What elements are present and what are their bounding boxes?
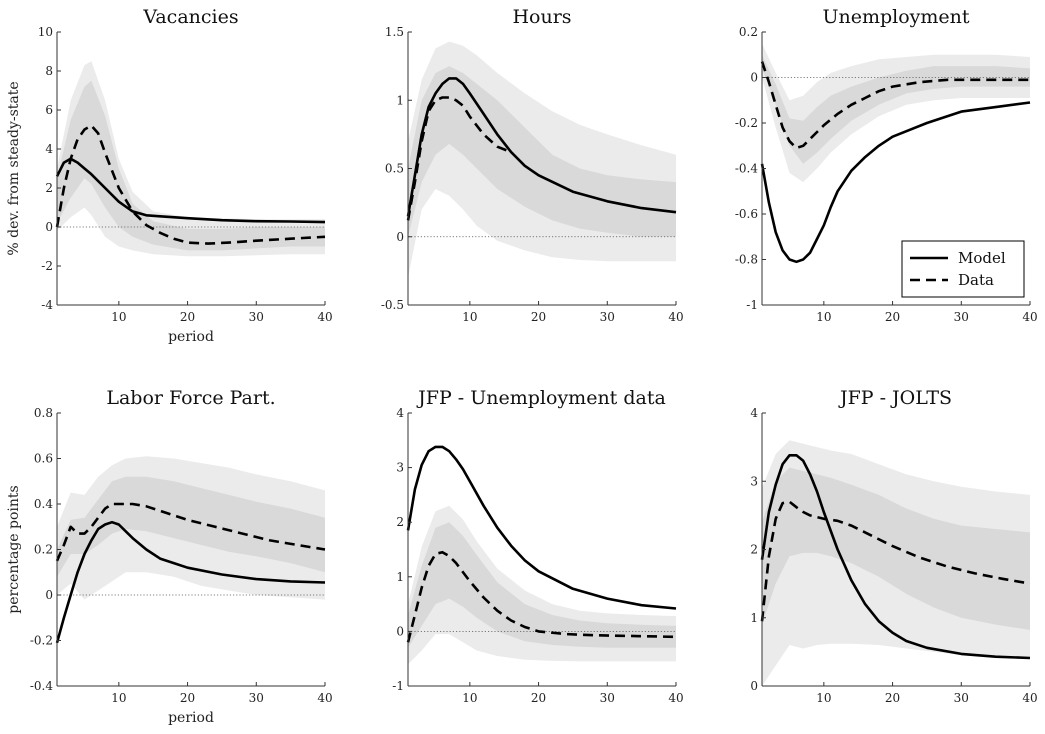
data-line: [760, 500, 1031, 622]
confidence-band-inner: [57, 476, 325, 577]
x-tick-label: 40: [668, 691, 683, 705]
model-line: [406, 445, 677, 610]
panel-title: JFP - JOLTS: [838, 387, 952, 409]
y-tick-label: 0.8: [34, 406, 53, 420]
x-tick-label: 10: [462, 691, 477, 705]
y-tick-label: 2: [396, 515, 404, 529]
y-tick-label: -2: [41, 259, 53, 273]
y-tick-label: 0: [750, 679, 758, 693]
y-tick-label: 0.6: [34, 452, 53, 466]
panel-title: Unemployment: [822, 6, 969, 28]
y-tick-label: -1: [746, 298, 758, 312]
y-tick-label: 1: [396, 570, 404, 584]
x-tick-label: 10: [816, 310, 831, 324]
x-axis-label: period: [168, 710, 214, 726]
y-tick-label: 4: [750, 406, 758, 420]
y-tick-label: 4: [396, 406, 404, 420]
panel-3: 10 20 30 40 -1 -0.8 -0.6 -0.4 -0.2 0 0.2 Unemployme…: [735, 6, 1038, 324]
confidence-band-inner: [762, 54, 1030, 164]
panel-5: 10 20 30 40 -1 0 1 2 3 4 JFP - Unemployment data: [392, 387, 683, 705]
panel-title: Labor Force Part.: [106, 387, 275, 409]
x-tick-label: 40: [317, 691, 332, 705]
y-tick-label: 3: [750, 474, 758, 488]
y-tick-label: 0.2: [34, 543, 53, 557]
y-tick-label: 0.5: [385, 162, 404, 176]
panel-title: Vacancies: [142, 6, 238, 28]
x-tick-label: 30: [954, 310, 969, 324]
y-tick-label: -0.4: [30, 679, 54, 693]
x-tick-label: 20: [180, 691, 195, 705]
x-tick-label: 40: [668, 310, 683, 324]
y-tick-label: 0.2: [739, 25, 758, 39]
y-tick-label: 6: [45, 103, 53, 117]
y-tick-label: 0.4: [34, 497, 53, 511]
y-tick-label: 0: [750, 71, 758, 85]
data-line: [55, 124, 326, 245]
legend-label: Model: [958, 249, 1006, 267]
confidence-band-inner: [408, 66, 676, 237]
model-line: [760, 101, 1031, 264]
x-tick-label: 10: [111, 310, 126, 324]
y-tick-label: -1: [392, 679, 404, 693]
y-axis-label: % dev. from steady-state: [6, 81, 22, 255]
panel-4: 10 20 30 40 -0.4 -0.2 0 0.2 0.4 0.6 0.8 Labor Force…: [6, 387, 333, 726]
y-tick-label: -0.2: [735, 116, 758, 130]
legend: Model Data: [901, 240, 1025, 298]
y-tick-label: -0.5: [381, 298, 404, 312]
x-tick-label: 30: [249, 310, 264, 324]
y-tick-label: 0: [45, 220, 53, 234]
y-tick-label: -0.8: [735, 253, 758, 267]
y-tick-label: 0: [396, 230, 404, 244]
panel-title: JFP - Unemployment data: [416, 387, 666, 409]
x-tick-label: 30: [954, 691, 969, 705]
data-line: [406, 96, 512, 221]
y-tick-label: 1: [396, 93, 404, 107]
x-tick-label: 40: [1022, 310, 1037, 324]
panel-1: 10 20 30 40 -4 -2 0 2 4 6 8 10 Vacancies period % dev.…: [6, 6, 333, 345]
confidence-band-inner: [57, 80, 325, 251]
x-tick-label: 20: [531, 310, 546, 324]
x-tick-label: 10: [111, 691, 126, 705]
x-tick-label: 10: [816, 691, 831, 705]
y-tick-label: 2: [750, 543, 758, 557]
y-axis-label: percentage points: [6, 485, 22, 613]
y-tick-label: -4: [41, 298, 53, 312]
y-tick-label: 0: [45, 588, 53, 602]
y-tick-label: 8: [45, 64, 53, 78]
y-tick-label: 4: [45, 142, 53, 156]
x-tick-label: 20: [885, 691, 900, 705]
y-tick-label: -0.2: [30, 634, 53, 648]
x-tick-label: 20: [180, 310, 195, 324]
y-tick-label: 1: [750, 611, 758, 625]
x-tick-label: 20: [885, 310, 900, 324]
x-tick-label: 40: [317, 310, 332, 324]
x-tick-label: 30: [249, 691, 264, 705]
x-tick-label: 40: [1022, 691, 1037, 705]
data-line: [760, 61, 1030, 150]
panel-2: 10 20 30 40 -0.5 0 0.5 1 1.5 Hours: [381, 6, 684, 324]
y-tick-label: 3: [396, 461, 404, 475]
x-tick-label: 30: [600, 691, 615, 705]
confidence-band-inner: [408, 522, 676, 648]
model-line: [55, 520, 326, 644]
y-tick-label: 1.5: [385, 25, 404, 39]
model-line: [406, 77, 677, 217]
x-tick-label: 20: [531, 691, 546, 705]
panel-title: Hours: [512, 6, 571, 28]
y-tick-label: 0: [396, 624, 404, 638]
x-axis-label: period: [168, 329, 214, 345]
panel-6: 10 20 30 40 0 1 2 3 4 JFP - JOLTS: [750, 387, 1037, 705]
y-tick-label: 10: [38, 25, 53, 39]
legend-label: Data: [958, 271, 994, 289]
legend-box: [901, 240, 1025, 298]
x-tick-label: 30: [600, 310, 615, 324]
x-tick-label: 10: [462, 310, 477, 324]
y-tick-label: -0.6: [735, 207, 758, 221]
y-tick-label: -0.4: [735, 162, 759, 176]
data-line: [406, 550, 677, 643]
model-line: [55, 157, 326, 224]
y-tick-label: 2: [45, 181, 53, 195]
model-line: [760, 453, 1031, 660]
